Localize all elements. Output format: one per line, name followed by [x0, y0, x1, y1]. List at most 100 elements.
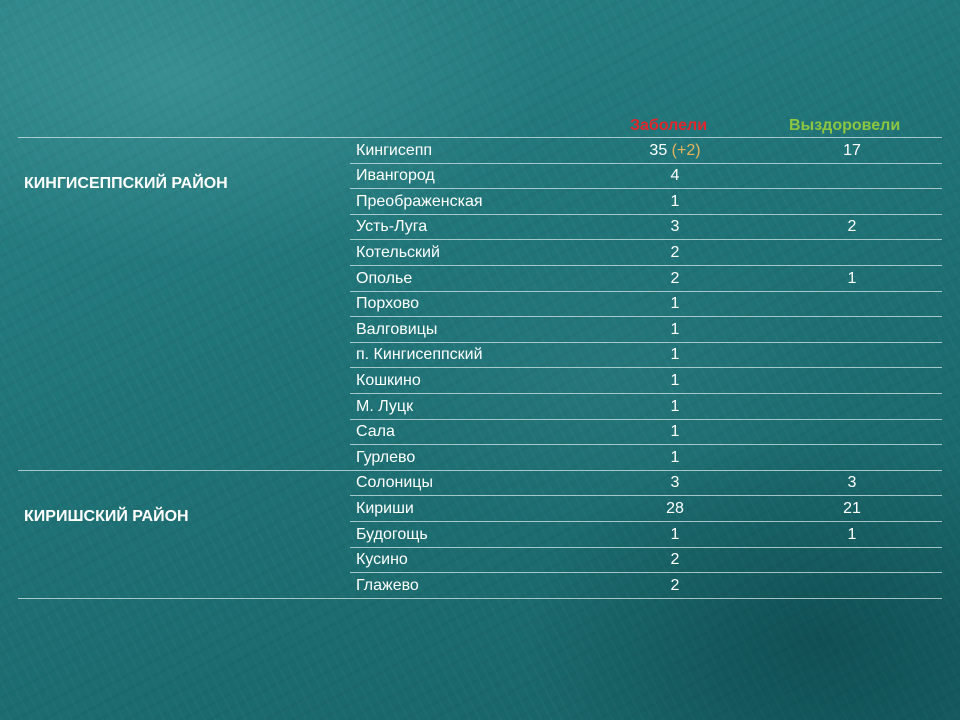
locality-name: Кусино [356, 551, 408, 569]
locality-name: Солоницы [356, 474, 433, 492]
sick-value: 1 [670, 423, 680, 441]
sick-count: 2 [615, 547, 735, 572]
table-top-divider [18, 137, 942, 138]
table-row: Кингисепп 35 (+2) 17 [0, 138, 960, 164]
sick-value: 1 [670, 192, 680, 210]
sick-count: 2 [615, 573, 735, 598]
sick-value: 35 [649, 141, 668, 159]
row-divider [350, 239, 942, 241]
district-label: КИНГИСЕППСКИЙ РАЙОН [24, 175, 228, 193]
sick-delta: (+2) [671, 141, 701, 159]
row-divider [350, 162, 942, 164]
recovered-count: 3 [847, 474, 857, 492]
locality-name: Кингисепп [356, 141, 433, 159]
row-divider [350, 213, 942, 215]
table-row: Будогощь 1 1 [0, 522, 960, 548]
sick-count: 1 [615, 317, 735, 342]
sick-count: 3 [615, 214, 735, 239]
table-row: Ополье 2 1 [0, 266, 960, 292]
table-row: М. Луцк 1 [0, 394, 960, 420]
locality-name: Преображенская [356, 192, 483, 210]
table-row: Котельский 2 [0, 240, 960, 266]
row-divider [350, 444, 942, 446]
sick-value: 1 [670, 397, 680, 415]
table-row: Кириши 28 21 [0, 496, 960, 522]
table-row: Кошкино 1 [0, 368, 960, 394]
sick-value: 2 [670, 243, 680, 261]
sick-count: 1 [615, 445, 735, 470]
sick-value: 1 [670, 346, 680, 364]
recovered-count: 17 [843, 141, 861, 159]
locality-name: Будогощь [356, 525, 428, 543]
locality-name: Глажево [356, 576, 419, 594]
locality-name: Гурлево [356, 448, 416, 466]
locality-name: Кириши [356, 499, 414, 517]
sick-value: 3 [670, 474, 680, 492]
sick-value: 2 [670, 269, 680, 287]
district-divider [18, 469, 942, 471]
table-row: п. Кингисеппский 1 [0, 342, 960, 368]
row-divider [350, 495, 942, 497]
table-row: Гурлево 1 [0, 445, 960, 471]
sick-value: 1 [670, 371, 680, 389]
table-row: Сала 1 [0, 419, 960, 445]
sick-count: 28 [615, 496, 735, 521]
sick-value: 28 [666, 499, 684, 517]
table-row: Усть-Луга 3 2 [0, 214, 960, 240]
sick-count: 2 [615, 266, 735, 291]
sick-count: 1 [615, 291, 735, 316]
locality-name: Кошкино [356, 371, 421, 389]
row-divider [350, 521, 942, 522]
row-divider [350, 188, 942, 190]
table-row: Солоницы 3 3 [0, 470, 960, 496]
sick-count: 1 [615, 394, 735, 419]
row-divider [350, 572, 942, 574]
column-header-sick: Заболели [630, 117, 708, 134]
row-divider [350, 265, 942, 266]
locality-name: М. Луцк [356, 397, 414, 415]
district-label: КИРИШСКИЙ РАЙОН [24, 508, 189, 525]
district-divider [18, 597, 942, 599]
sick-value: 2 [670, 576, 680, 594]
sick-count: 1 [615, 189, 735, 214]
table-row: Глажево 2 [0, 573, 960, 599]
recovered-count: 2 [847, 218, 857, 236]
table-row: Преображенская 1 [0, 189, 960, 215]
sick-count: 4 [615, 163, 735, 188]
row-divider [350, 290, 942, 292]
sick-count: 1 [615, 368, 735, 393]
table-row: Валговицы 1 [0, 317, 960, 343]
sick-count: 1 [615, 419, 735, 444]
table-row: Порхово 1 [0, 291, 960, 317]
sick-count: 35 (+2) [615, 138, 735, 163]
row-divider [350, 341, 942, 343]
sick-value: 1 [670, 448, 680, 466]
sick-count: 1 [615, 522, 735, 547]
sick-value: 1 [670, 525, 680, 543]
sick-value: 4 [670, 167, 680, 185]
recovered-count: 1 [847, 525, 857, 543]
locality-name: п. Кингисеппский [356, 346, 483, 364]
row-divider [350, 393, 942, 394]
recovered-count: 1 [847, 269, 857, 287]
table-row: Ивангород 4 [0, 163, 960, 189]
sick-value: 2 [670, 551, 680, 569]
locality-name: Усть-Луга [356, 218, 428, 236]
table-header: Заболели Выздоровели [0, 116, 960, 136]
column-header-recovered: Выздоровели [789, 117, 901, 134]
locality-name: Ополье [356, 269, 413, 287]
row-divider [350, 367, 942, 369]
locality-name: Сала [356, 423, 395, 441]
sick-value: 3 [670, 218, 680, 236]
locality-name: Котельский [356, 243, 440, 261]
sick-value: 1 [670, 320, 680, 338]
row-divider [350, 546, 942, 548]
locality-name: Ивангород [356, 167, 435, 185]
table-row: Кусино 2 [0, 547, 960, 573]
sick-count: 1 [615, 342, 735, 367]
locality-name: Порхово [356, 295, 420, 313]
sick-count: 3 [615, 470, 735, 495]
sick-count: 2 [615, 240, 735, 265]
row-divider [350, 316, 942, 318]
